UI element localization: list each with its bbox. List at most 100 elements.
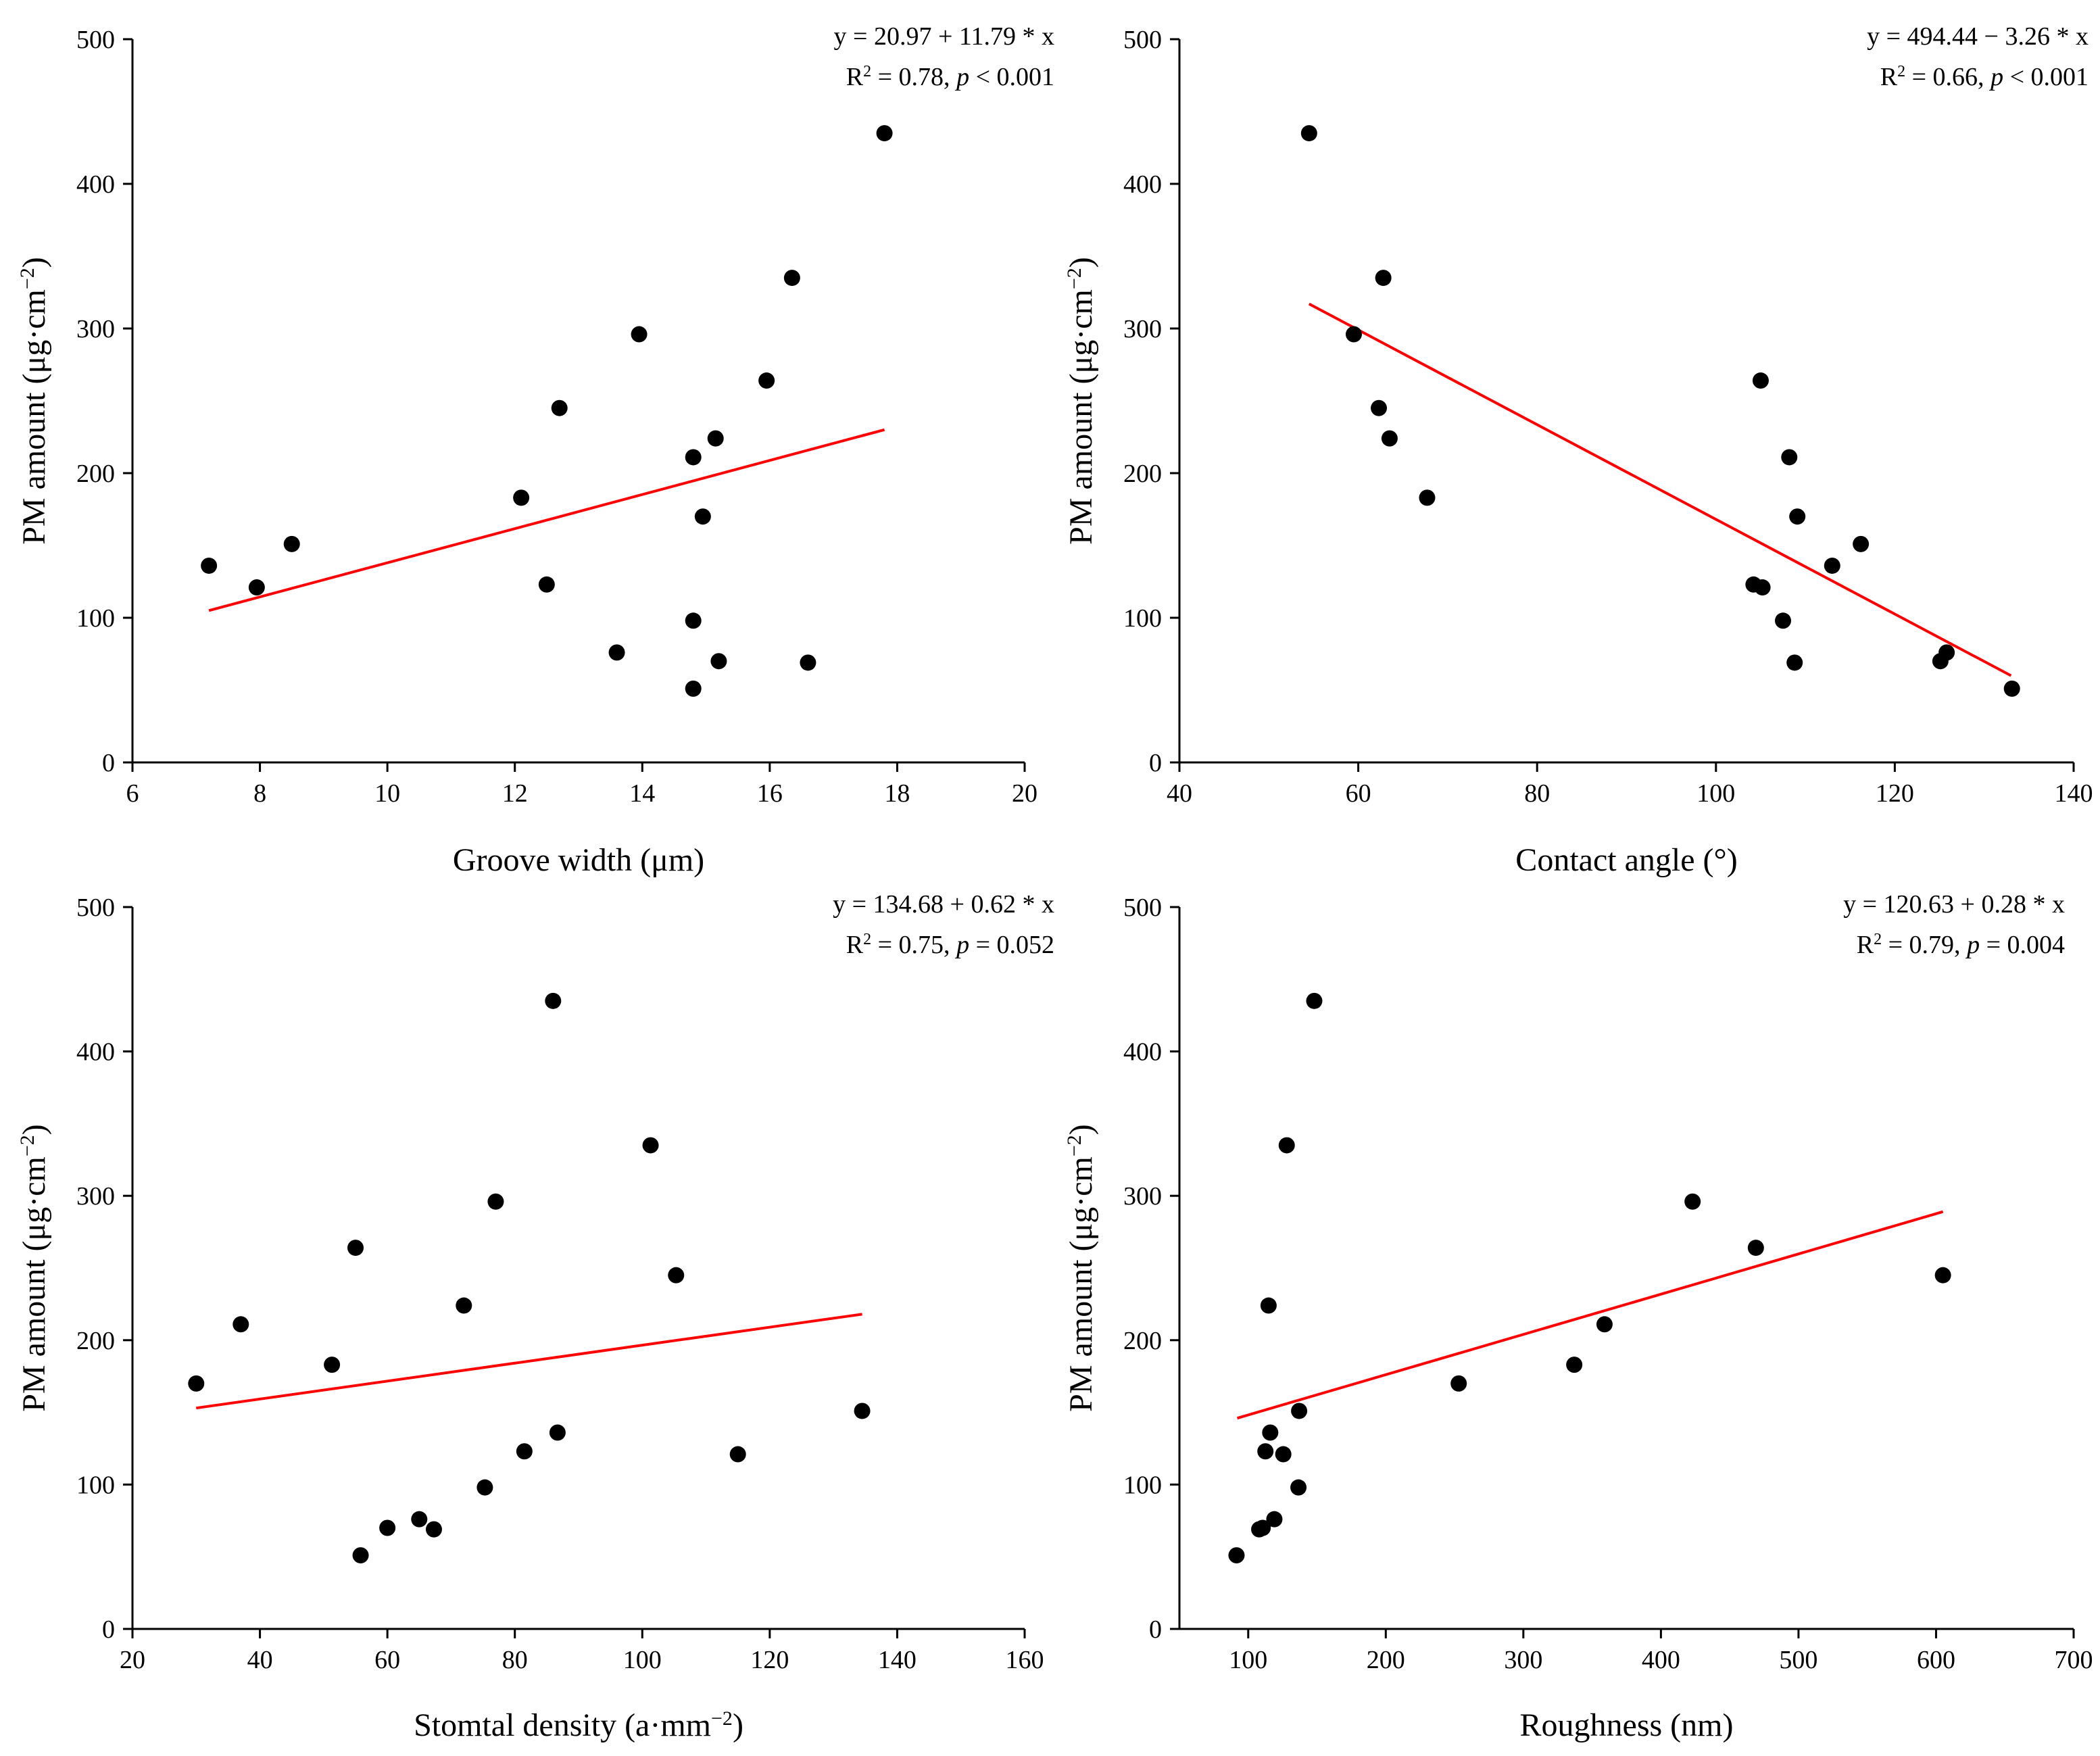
data-point — [685, 612, 702, 629]
regression-equation: y = 134.68 + 0.62 * x — [833, 890, 1054, 919]
y-tick-label: 200 — [76, 460, 115, 488]
data-point — [188, 1375, 205, 1392]
y-tick-label: 500 — [76, 26, 115, 54]
y-tick-label: 100 — [1123, 1471, 1162, 1499]
data-point — [1789, 508, 1806, 525]
data-point — [1786, 654, 1803, 671]
data-point — [1824, 557, 1840, 574]
data-point — [668, 1267, 685, 1284]
data-point — [1228, 1547, 1245, 1564]
y-tick-label: 100 — [1123, 604, 1162, 633]
data-point — [854, 1403, 871, 1419]
y-tick-label: 400 — [76, 170, 115, 199]
y-tick-label: 400 — [1123, 1038, 1162, 1067]
data-point — [1371, 399, 1388, 416]
data-point — [1300, 125, 1317, 142]
data-point — [758, 372, 775, 389]
regression-stats: R2 = 0.78, p < 0.001 — [846, 63, 1054, 91]
x-tick-label: 14 — [629, 779, 655, 808]
scatter-panel-2: 0 100 200 300 400 500 40 60 80 100 120 140 Contact a… — [1063, 22, 2093, 878]
data-point — [425, 1521, 442, 1538]
x-tick-label: 120 — [750, 1646, 789, 1674]
data-point — [729, 1446, 746, 1463]
regression-equation: y = 120.63 + 0.28 * x — [1843, 890, 2065, 919]
y-tick-label: 300 — [76, 1182, 115, 1211]
regression-stats: R2 = 0.66, p < 0.001 — [1880, 63, 2089, 91]
data-point — [1262, 1424, 1279, 1441]
data-point — [477, 1479, 493, 1496]
data-point — [1450, 1375, 1467, 1392]
data-point — [710, 653, 727, 670]
data-point — [283, 535, 300, 552]
y-axis-label: PM amount (μg·cm−2) — [1063, 1124, 1100, 1412]
regression-line — [196, 1313, 862, 1410]
data-point — [379, 1519, 396, 1536]
y-axis-label: PM amount (μg·cm−2) — [1063, 257, 1100, 545]
x-tick-label: 140 — [2055, 779, 2093, 808]
x-tick-label: 100 — [1696, 779, 1735, 808]
x-tick-label: 20 — [120, 1646, 145, 1674]
x-tick-label: 40 — [1167, 779, 1192, 808]
data-point — [1291, 1403, 1308, 1419]
y-tick-label: 500 — [1123, 26, 1162, 54]
x-tick-label: 120 — [1876, 779, 1914, 808]
y-tick-label: 200 — [1123, 1327, 1162, 1355]
data-point — [1754, 579, 1771, 596]
x-tick-label: 160 — [1006, 1646, 1044, 1674]
y-axis-label: PM amount (μg·cm−2) — [16, 257, 53, 545]
x-tick-label: 16 — [757, 779, 783, 808]
x-tick-label: 60 — [1346, 779, 1371, 808]
scatter-panel-1: 0 100 200 300 400 500 6 8 10 12 14 16 18 20 Groove wid… — [16, 22, 1055, 878]
regression-equation: y = 494.44 − 3.26 * x — [1867, 22, 2089, 51]
data-point — [233, 1316, 249, 1333]
data-point — [1290, 1479, 1307, 1496]
data-point — [1566, 1357, 1583, 1373]
x-tick-label: 600 — [1917, 1646, 1955, 1674]
data-point — [201, 557, 218, 574]
regression-equation: y = 20.97 + 11.79 * x — [834, 22, 1054, 51]
regression-line — [1236, 1210, 1944, 1420]
data-point — [456, 1297, 472, 1314]
data-point — [608, 644, 625, 661]
x-tick-label: 8 — [253, 779, 266, 808]
x-tick-label: 60 — [374, 1646, 400, 1674]
x-tick-label: 6 — [126, 779, 139, 808]
data-point — [411, 1511, 428, 1528]
y-tick-label: 500 — [1123, 894, 1162, 922]
data-point — [1747, 1240, 1764, 1257]
data-point — [685, 449, 702, 466]
regression-line — [1308, 302, 2012, 677]
y-tick-label: 200 — [76, 1327, 115, 1355]
data-point — [1254, 1519, 1271, 1536]
regression-stats: R2 = 0.79, p = 0.004 — [1857, 931, 2065, 959]
x-tick-label: 18 — [884, 779, 910, 808]
x-axis-label: Groove width (μm) — [453, 842, 704, 878]
data-point — [694, 508, 711, 525]
data-point — [248, 579, 265, 596]
data-point — [2003, 680, 2020, 697]
data-point — [545, 992, 562, 1009]
x-tick-label: 40 — [247, 1646, 273, 1674]
x-tick-label: 80 — [502, 1646, 528, 1674]
x-tick-label: 200 — [1367, 1646, 1405, 1674]
data-point — [513, 489, 530, 506]
x-tick-label: 400 — [1642, 1646, 1680, 1674]
scatter-panel-3: 0 100 200 300 400 500 20 40 60 80 100 120 140 160 Stom… — [16, 890, 1055, 1743]
x-tick-label: 100 — [1229, 1646, 1267, 1674]
y-tick-label: 100 — [76, 1471, 115, 1499]
x-tick-label: 140 — [878, 1646, 917, 1674]
data-point — [347, 1240, 364, 1257]
x-axis-label: Stomtal density (a·mm−2) — [414, 1707, 743, 1744]
x-tick-label: 20 — [1012, 779, 1037, 808]
data-point — [1775, 612, 1792, 629]
data-point — [1275, 1446, 1292, 1463]
data-point — [516, 1443, 533, 1460]
data-point — [800, 654, 816, 671]
data-point — [631, 326, 648, 343]
data-point — [549, 1424, 566, 1441]
data-point — [1853, 535, 1870, 552]
y-tick-label: 0 — [102, 1615, 115, 1644]
y-axis-label: PM amount (μg·cm−2) — [16, 1124, 53, 1412]
x-axis-label: Roughness (nm) — [1520, 1707, 1734, 1743]
